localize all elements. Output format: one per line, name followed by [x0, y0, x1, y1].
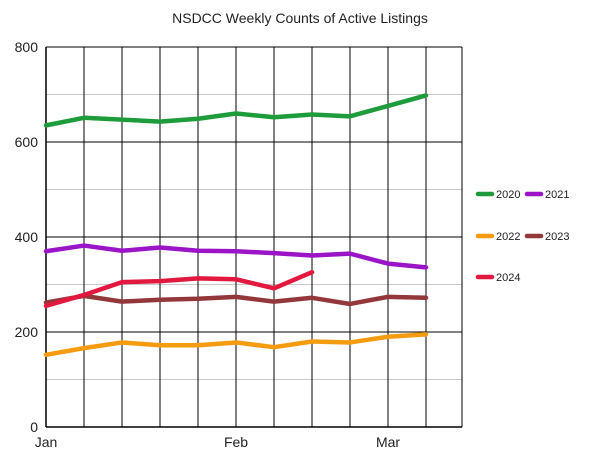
series-line-2020: [43, 93, 429, 128]
y-tick-label: 400: [15, 229, 39, 245]
legend: 2020 2021 2022 2023 2024: [475, 189, 569, 284]
x-tick-label: Feb: [224, 434, 248, 450]
chart-title: NSDCC Weekly Counts of Active Listings: [172, 10, 428, 26]
series-line-2023: [43, 293, 429, 307]
x-tick-label: Jan: [35, 434, 58, 450]
legend-label-2024: 2024: [496, 272, 520, 284]
legend-label-2023: 2023: [545, 231, 569, 243]
legend-label-2022: 2022: [496, 231, 520, 243]
legend-label-2021: 2021: [545, 189, 569, 201]
series-line-2021: [43, 243, 429, 270]
series-line-2022: [43, 332, 429, 358]
y-axis-ticks: 0 200 400 600 800: [15, 39, 39, 435]
legend-label-2020: 2020: [496, 189, 520, 201]
y-tick-label: 800: [15, 39, 39, 55]
plot-frame: [45, 47, 462, 428]
gridlines: [45, 46, 463, 428]
x-axis-ticks: Jan Feb Mar: [35, 434, 401, 450]
x-tick-label: Mar: [376, 434, 400, 450]
series-line-2024: [43, 269, 315, 309]
series-lines: [43, 93, 429, 358]
y-tick-label: 600: [15, 134, 39, 150]
y-tick-label: 0: [30, 419, 38, 435]
y-tick-label: 200: [15, 324, 39, 340]
